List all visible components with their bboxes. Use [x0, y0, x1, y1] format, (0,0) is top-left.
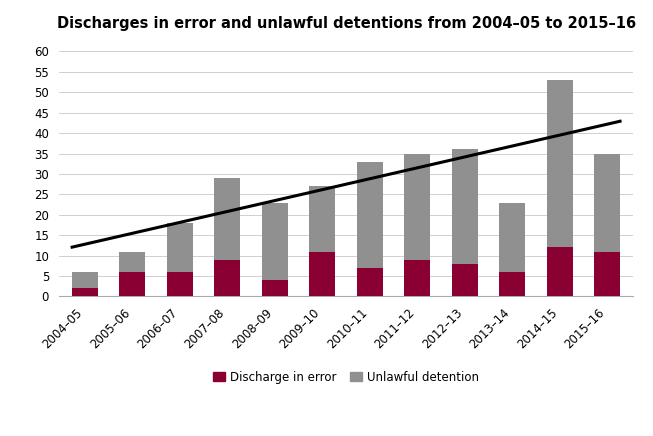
Bar	[357, 162, 383, 268]
Bar	[310, 186, 336, 252]
Bar	[500, 203, 526, 272]
Bar	[452, 150, 478, 264]
Bar	[262, 203, 288, 280]
Bar	[452, 264, 478, 296]
Bar	[547, 80, 573, 248]
Bar	[357, 268, 383, 296]
Bar	[214, 178, 240, 260]
Bar	[500, 272, 526, 296]
Bar	[167, 272, 193, 296]
Bar	[72, 288, 98, 296]
Bar	[119, 252, 146, 272]
Bar	[404, 153, 430, 260]
Bar	[119, 272, 146, 296]
Title: Discharges in error and unlawful detentions from 2004–05 to 2015–16: Discharges in error and unlawful detenti…	[57, 16, 635, 31]
Bar	[72, 272, 98, 288]
Bar	[310, 252, 336, 296]
Bar	[404, 260, 430, 296]
Bar	[167, 223, 193, 272]
Bar	[594, 252, 620, 296]
Bar	[594, 153, 620, 252]
Bar	[547, 248, 573, 296]
Legend: Discharge in error, Unlawful detention: Discharge in error, Unlawful detention	[208, 366, 484, 388]
Bar	[214, 260, 240, 296]
Bar	[262, 280, 288, 296]
